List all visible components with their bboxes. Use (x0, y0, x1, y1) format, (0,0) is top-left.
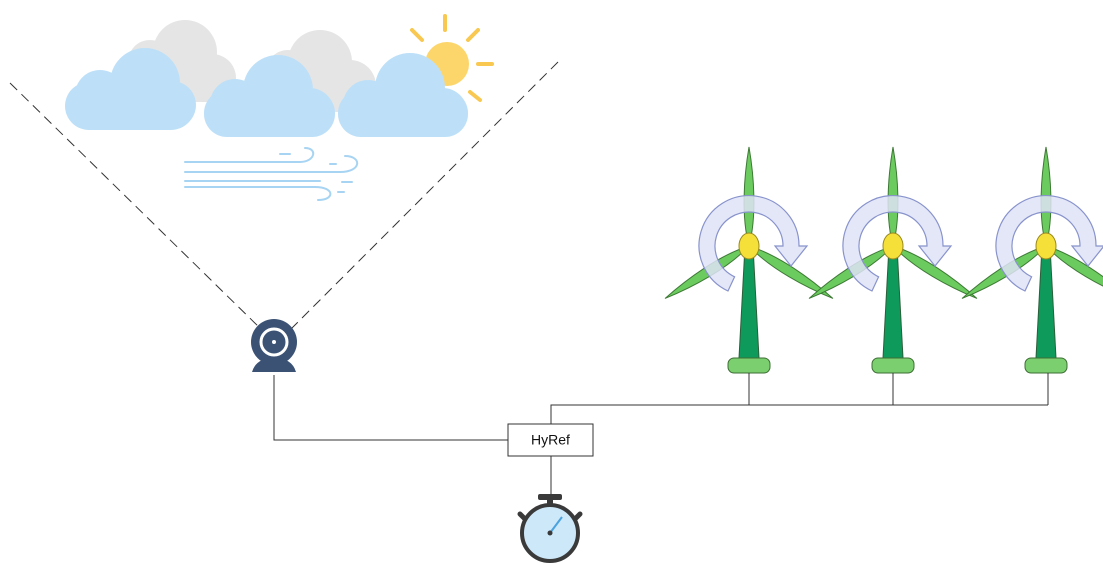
stopwatch (520, 494, 580, 561)
wind (185, 148, 357, 200)
wind-turbine (806, 147, 979, 373)
diagram: HyRef (0, 0, 1103, 563)
wire (274, 375, 508, 440)
wire (551, 405, 1048, 424)
wind-turbine (959, 147, 1103, 373)
cloud-blue (65, 48, 468, 137)
camera (251, 319, 297, 372)
wind-turbine (662, 147, 835, 373)
controller-label: HyRef (531, 432, 570, 448)
